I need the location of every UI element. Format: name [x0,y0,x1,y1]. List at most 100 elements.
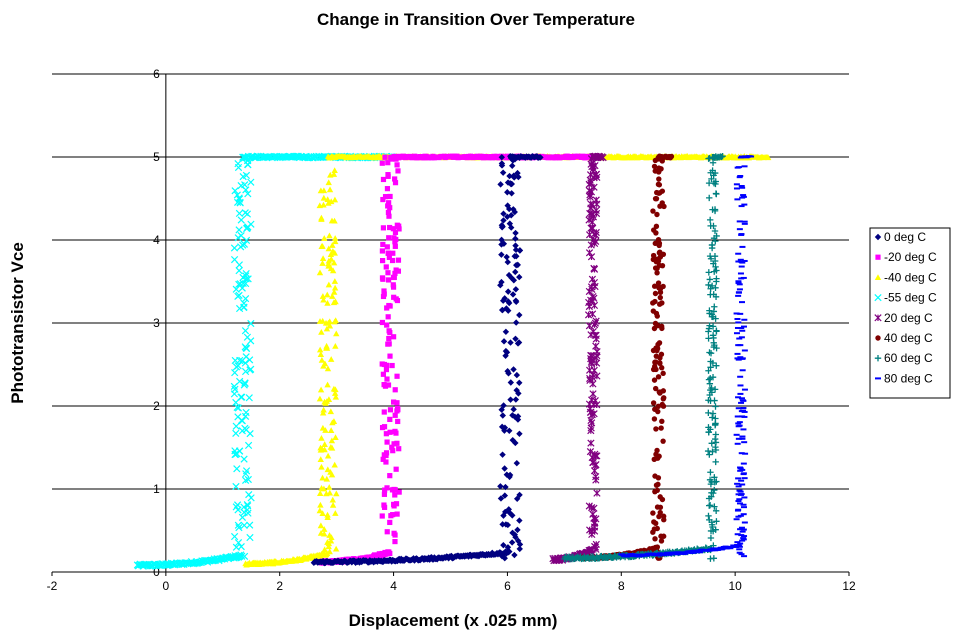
data-point [241,379,249,387]
data-point [739,369,746,372]
data-point [654,270,660,276]
data-point [319,260,326,266]
data-point [712,284,719,292]
data-point [392,412,398,418]
data-point [660,438,666,444]
data-point [733,433,740,436]
data-point [509,291,517,298]
data-point [499,451,506,458]
data-point [657,390,663,396]
data-point [317,522,325,529]
data-point [741,220,748,223]
data-point [679,551,686,554]
data-point [236,377,244,386]
data-point [501,555,508,562]
data-point [737,174,744,177]
data-point [327,537,335,544]
data-point [653,451,659,458]
data-point [234,163,243,172]
data-point [590,523,599,531]
data-point [740,462,747,465]
data-point [590,264,598,272]
data-point [512,268,519,276]
data-point [497,483,504,490]
data-point [708,313,716,320]
data-point [325,543,332,550]
data-point [707,255,715,262]
data-point [503,349,511,356]
x-tick-label: 10 [728,579,742,593]
data-point [516,541,524,548]
data-point [735,260,742,263]
data-point [500,402,507,409]
data-point [324,514,331,520]
data-point [331,390,339,396]
y-tick-labels: 0 1 2 3 4 5 6 [153,67,160,579]
data-point [711,227,719,235]
data-point [244,441,253,450]
data-point [498,278,505,286]
data-point [235,447,244,455]
data-point [711,253,719,260]
x-axis-label: Displacement (x .025 mm) [349,611,558,630]
data-point [331,196,339,203]
data-point [587,351,595,360]
data-point [321,398,328,405]
data-point [585,180,593,189]
data-point [735,515,742,518]
data-point [242,269,250,278]
data-point [244,502,252,510]
data-point [735,407,742,410]
data-point [735,544,742,547]
data-point [590,239,599,248]
data-point [392,428,398,434]
data-point [707,375,714,382]
data-point [741,203,748,206]
data-point [381,504,388,510]
data-point [318,328,325,335]
data-point [320,194,328,201]
data-point [498,222,506,229]
data-point [392,492,398,498]
data-point [318,463,325,470]
data-point [501,492,509,499]
data-point [713,232,720,240]
data-point [230,390,239,398]
data-point [512,297,520,304]
data-point [590,294,598,302]
data-point [657,494,663,500]
data-point [718,153,725,161]
data-point [509,436,516,444]
data-point [652,290,659,297]
data-point [734,541,741,544]
data-point [735,252,742,255]
data-point [241,424,249,433]
data-point [736,176,743,179]
data-point [395,257,402,263]
data-point [323,342,330,349]
data-point [653,258,660,265]
data-point [394,400,400,406]
data-point [382,487,388,493]
data-point [737,467,744,470]
data-point [499,169,507,176]
data-point [706,307,713,314]
data-point [326,489,334,496]
data-point [652,473,658,479]
data-point [238,417,246,425]
data-point [659,365,665,371]
data-point [741,535,748,538]
data-point [501,424,509,431]
data-point [501,295,508,302]
data-point [504,189,511,196]
data-point [740,513,747,516]
data-point [320,406,327,413]
data-point [668,153,675,160]
data-point [705,376,713,383]
data-point [740,407,747,410]
data-point [391,274,397,281]
data-point [740,325,747,328]
data-point [740,528,747,531]
data-point [319,474,326,481]
data-point [240,508,248,516]
